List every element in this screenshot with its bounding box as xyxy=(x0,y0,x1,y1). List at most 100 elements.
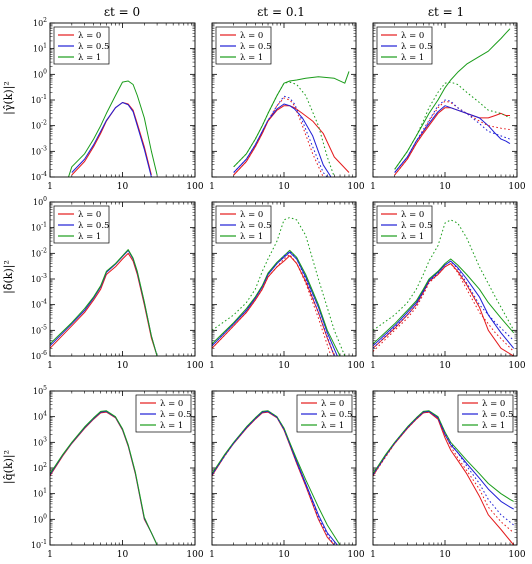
row-ylabels: |γ̂(k)|² |δ̂(k)|² |q̂(k)|² xyxy=(2,81,16,484)
legend-label: λ = 0 xyxy=(78,31,101,41)
x-tick-label: 1 xyxy=(209,361,215,371)
axes-frame xyxy=(49,22,196,178)
legend-label: λ = 0 xyxy=(401,31,424,41)
legend: λ = 0λ = 0.5λ = 1 xyxy=(376,26,433,65)
y-tick-label: 10-6 xyxy=(31,350,47,361)
axes-frame xyxy=(49,390,196,546)
y-tick-label: 10-4 xyxy=(31,171,47,182)
legend-label: λ = 1 xyxy=(321,421,344,431)
legend: λ = 0λ = 0.5λ = 1 xyxy=(296,394,352,433)
series-group xyxy=(50,249,158,356)
y-tick-label: 100 xyxy=(33,513,47,524)
y-tick-label: 10-1 xyxy=(31,222,47,233)
series-line-0 xyxy=(233,105,350,176)
series-line-1 xyxy=(233,71,350,168)
legend-label: λ = 1 xyxy=(482,421,505,431)
axes-frame xyxy=(49,201,196,357)
axes-frame xyxy=(211,22,357,178)
y-tick-label: 10-5 xyxy=(31,324,47,335)
panel-row2-col3: 1 10 100 λ = 0λ = 0.5λ = 1 xyxy=(370,201,526,371)
legend-label: λ = 0 xyxy=(78,210,101,220)
x-tick-label: 100 xyxy=(347,361,364,371)
legend-label: λ = 0 xyxy=(401,210,424,220)
legend: λ = 0λ = 0.5λ = 1 xyxy=(135,394,191,433)
series-line-dotted-3 xyxy=(212,410,335,545)
series-line-dotted-5 xyxy=(212,217,346,356)
series-line-0-5 xyxy=(233,103,332,177)
series-line-dotted-5 xyxy=(373,219,515,331)
y-tick-label: 10-3 xyxy=(31,273,47,284)
legend-label: λ = 0 xyxy=(240,210,263,220)
series-group xyxy=(373,410,515,545)
ylabel-gamma: |γ̂(k)|² xyxy=(2,81,16,115)
series-line-dotted-3 xyxy=(233,97,324,177)
x-tick-label: 10 xyxy=(278,182,290,192)
legend-box xyxy=(376,26,433,65)
x-tick-label: 10 xyxy=(439,550,451,560)
x-tick-label: 100 xyxy=(508,182,525,192)
axes-frame xyxy=(372,390,518,546)
axes-frame xyxy=(211,390,357,546)
series-group xyxy=(373,219,515,356)
series-line-0-5 xyxy=(212,251,338,356)
y-tick-label: 101 xyxy=(33,488,47,499)
series-line-dotted-4 xyxy=(373,260,515,349)
legend: λ = 0λ = 0.5λ = 1 xyxy=(215,26,271,65)
x-tick-label: 1 xyxy=(370,361,376,371)
panel-row3-col2: 1 10 100 λ = 0λ = 0.5λ = 1 xyxy=(209,390,365,560)
series-line-dotted-3 xyxy=(212,254,332,356)
y-tick-label: 105 xyxy=(33,385,47,396)
series-group xyxy=(212,217,346,356)
ylabel-delta: |δ̂(k)|² xyxy=(2,260,16,294)
legend-label: λ = 0.5 xyxy=(401,221,432,231)
panel-row3-col1: 1 10 100 10-1 100 101 102 103 104 105 λ = 0λ = 0.5… xyxy=(31,385,204,560)
series-line-dotted-3 xyxy=(394,100,511,176)
legend: λ = 0λ = 0.5λ = 1 xyxy=(457,394,513,433)
legend-label: λ = 1 xyxy=(240,232,263,242)
ylabel-q: |q̂(k)|² xyxy=(2,450,16,484)
y-tick-label: 10-2 xyxy=(31,120,47,131)
x-tick-label: 10 xyxy=(278,550,290,560)
series-line-1 xyxy=(50,410,158,545)
legend-label: λ = 1 xyxy=(78,232,101,242)
series-line-1 xyxy=(50,249,158,356)
panel-row2-col2: 1 10 100 λ = 0λ = 0.5λ = 1 xyxy=(209,201,365,371)
panel-row1-col2: 1 10 100 λ = 0λ = 0.5λ = 1 xyxy=(209,22,365,192)
x-tick-label: 100 xyxy=(186,182,203,192)
legend-label: λ = 0 xyxy=(240,31,263,41)
series-line-dotted-5 xyxy=(394,81,511,170)
series-line-dotted-4 xyxy=(212,250,335,356)
x-tick-label: 1 xyxy=(209,550,215,560)
series-line-1 xyxy=(212,249,341,356)
legend-label: λ = 0.5 xyxy=(160,410,191,420)
y-tick-label: 10-2 xyxy=(31,247,47,258)
x-tick-label: 100 xyxy=(186,550,203,560)
series-line-1 xyxy=(68,80,158,177)
legend-label: λ = 0.5 xyxy=(321,410,352,420)
x-tick-label: 10 xyxy=(117,550,129,560)
legend: λ = 0λ = 0.5λ = 1 xyxy=(376,205,433,244)
x-tick-label: 100 xyxy=(508,550,525,560)
series-group xyxy=(212,410,341,545)
y-tick-label: 102 xyxy=(33,462,47,473)
y-tick-label: 10-1 xyxy=(31,539,47,550)
legend-box xyxy=(376,205,433,244)
axes-frame xyxy=(372,201,518,357)
x-tick-label: 10 xyxy=(117,361,129,371)
legend-label: λ = 0.5 xyxy=(401,42,432,52)
legend-label: λ = 1 xyxy=(240,53,263,63)
y-tick-label: 101 xyxy=(33,43,47,54)
legend-label: λ = 0.5 xyxy=(482,410,513,420)
legend: λ = 0λ = 0.5λ = 1 xyxy=(53,205,109,244)
x-tick-label: 1 xyxy=(47,361,53,371)
legend-label: λ = 0 xyxy=(321,399,344,409)
panel-row3-col3: 1 10 100 λ = 0λ = 0.5λ = 1 xyxy=(370,390,526,560)
series-line-0-5 xyxy=(373,260,515,349)
legend-label: λ = 0.5 xyxy=(78,221,109,231)
series-line-0-5 xyxy=(50,249,158,356)
legend-label: λ = 1 xyxy=(401,232,424,242)
panel-row1-col3: 1 10 100 λ = 0λ = 0.5λ = 1 xyxy=(370,22,526,192)
y-tick-label: 100 xyxy=(33,196,47,207)
